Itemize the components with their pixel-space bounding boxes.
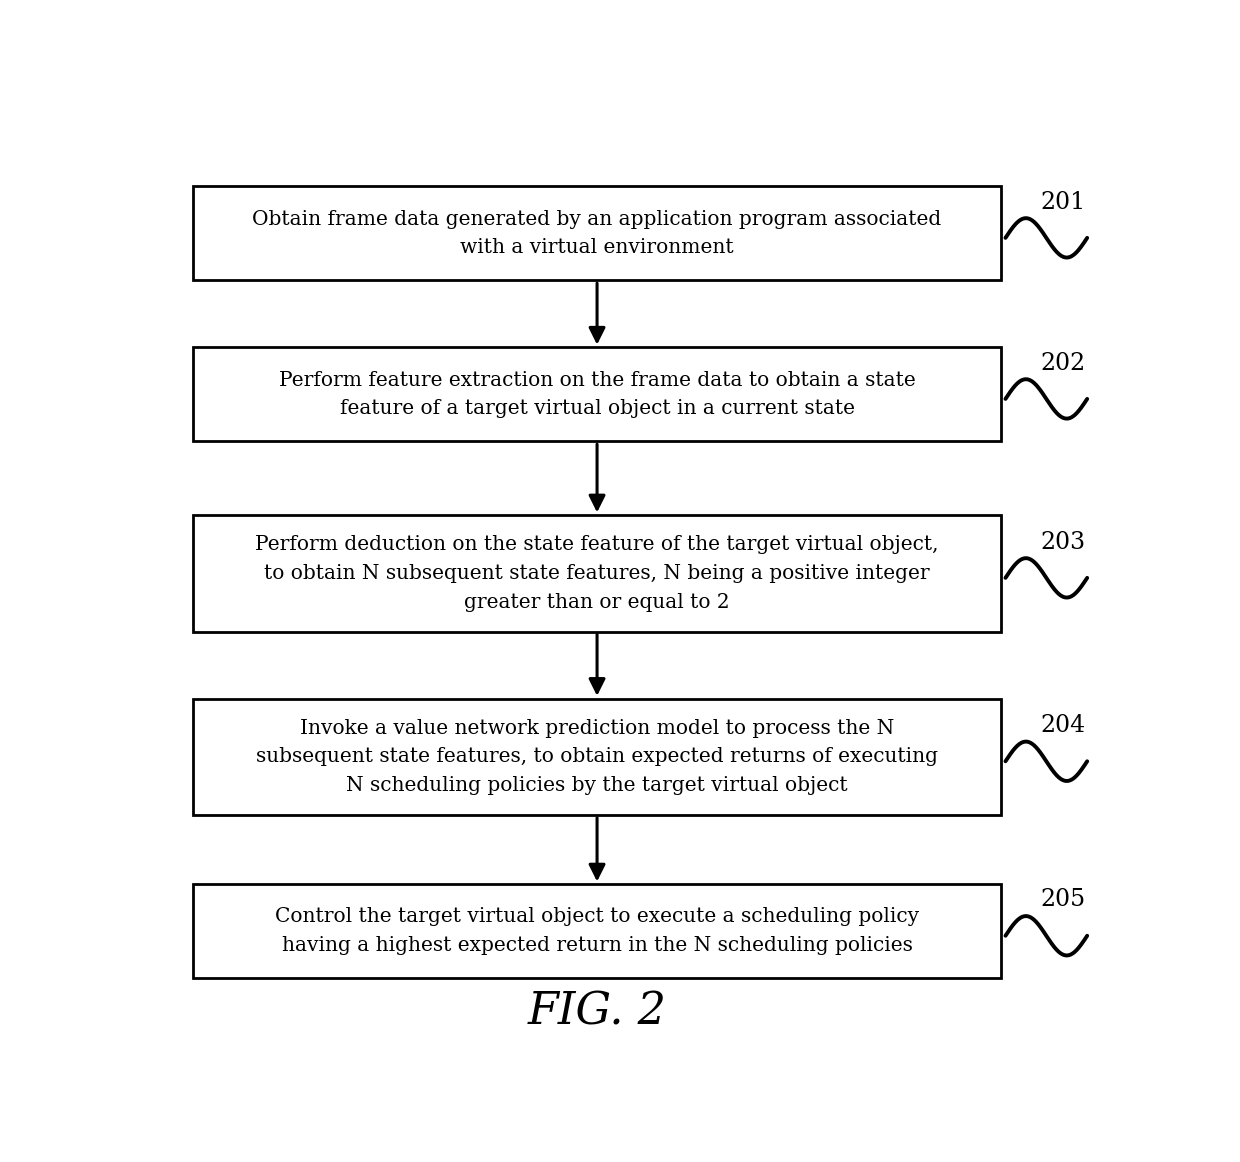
Text: Obtain frame data generated by an application program associated
with a virtual : Obtain frame data generated by an applic… [253,209,941,257]
Text: 201: 201 [1040,191,1086,214]
FancyBboxPatch shape [193,186,1001,280]
Text: 203: 203 [1040,531,1086,553]
Text: Perform deduction on the state feature of the target virtual object,
to obtain N: Perform deduction on the state feature o… [255,536,939,611]
FancyBboxPatch shape [193,515,1001,632]
Text: FIG. 2: FIG. 2 [527,990,667,1033]
FancyBboxPatch shape [193,347,1001,442]
Text: Invoke a value network prediction model to process the N
subsequent state featur: Invoke a value network prediction model … [255,718,937,795]
Text: Control the target virtual object to execute a scheduling policy
having a highes: Control the target virtual object to exe… [275,908,919,955]
Text: 205: 205 [1040,889,1086,911]
Text: 202: 202 [1040,352,1086,374]
FancyBboxPatch shape [193,884,1001,978]
FancyBboxPatch shape [193,698,1001,815]
Text: Perform feature extraction on the frame data to obtain a state
feature of a targ: Perform feature extraction on the frame … [279,371,915,418]
Text: 204: 204 [1040,713,1086,737]
